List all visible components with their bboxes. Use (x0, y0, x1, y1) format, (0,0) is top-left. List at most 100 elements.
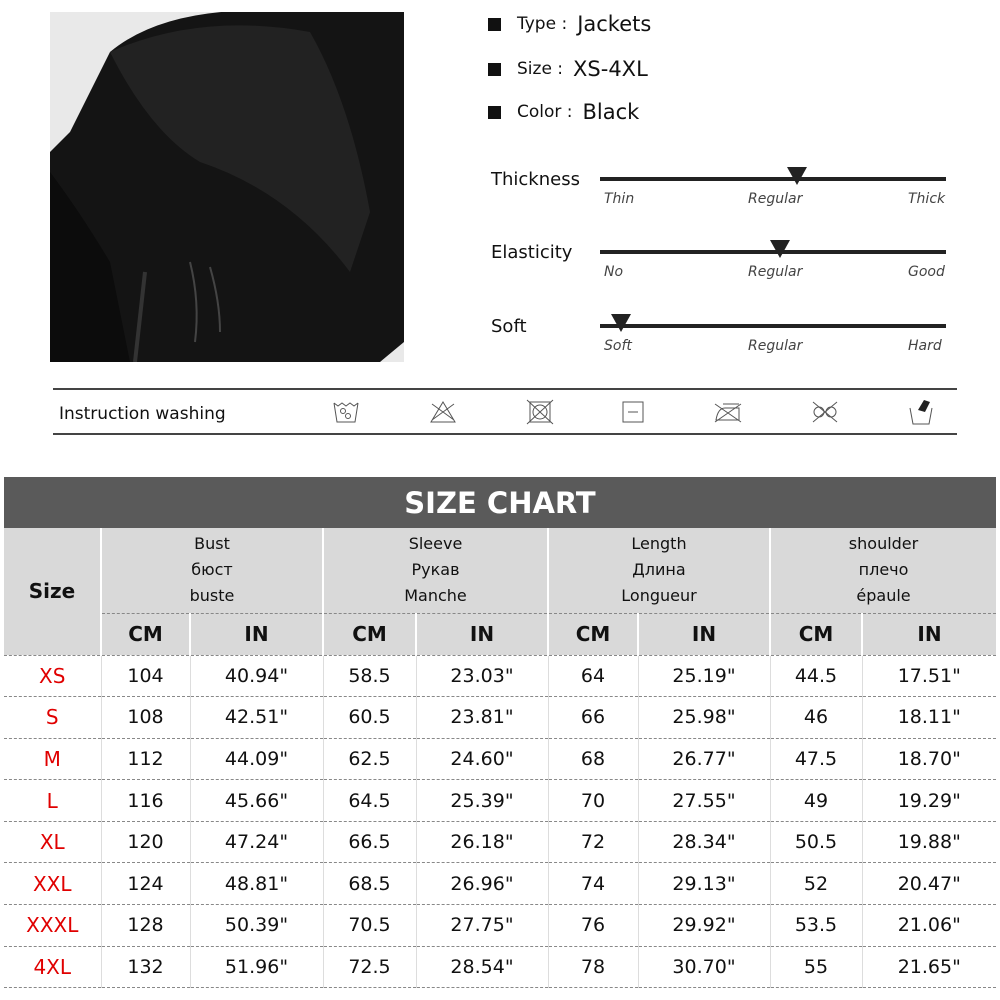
measurement-cell: 23.81" (415, 696, 548, 739)
scale-tick-min: Soft (604, 338, 632, 354)
group-header: Bust бюст buste (100, 528, 323, 614)
measurement-cell: 23.03" (415, 655, 548, 698)
table-row: 4XL 132 51.96" 72.5 28.54" 78 30.70" 55 21.65" (4, 946, 997, 989)
measurement-cell: 64.5 (322, 779, 416, 822)
measurement-cell: 20.47" (861, 862, 997, 906)
table-row: XS 104 40.94" 58.5 23.03" 64 25.19" 44.5 17.51" (4, 655, 997, 698)
measurement-cell: 66 (547, 696, 638, 739)
measurement-cell: 46 (769, 696, 862, 739)
measurement-cell: 47.5 (769, 738, 862, 781)
measurement-cell: 24.60" (415, 738, 548, 781)
measurement-cell: 48.81" (189, 862, 323, 906)
bullet-square-icon (488, 62, 501, 76)
measurement-cell: 72 (547, 821, 638, 864)
scale-marker-icon (610, 314, 631, 332)
wash-30-icon (333, 402, 359, 423)
scale-tick-max: Thick (908, 191, 946, 207)
scale-label: Elasticity (491, 242, 573, 263)
scale-tick-min: No (604, 264, 624, 280)
group-header: shoulder плечо épaule (768, 528, 997, 614)
measurement-cell: 50.5 (769, 821, 862, 864)
table-row: S 108 42.51" 60.5 23.81" 66 25.98" 46 18.11" (4, 696, 997, 739)
scale-tick-max: Hard (908, 338, 942, 354)
measurement-cell: 78 (547, 946, 638, 989)
scale-tick-mid: Regular (748, 338, 803, 354)
measurement-cell: 49 (769, 779, 862, 822)
table-row: XXL 124 48.81" 68.5 26.96" 74 29.13" 52 20.47" (4, 862, 997, 906)
size-label: XXXL (4, 904, 101, 947)
measurement-cell: 104 (100, 655, 190, 698)
measurement-cell: 19.29" (861, 779, 997, 822)
measurement-cell: 76 (547, 904, 638, 947)
size-label: XXL (4, 862, 101, 906)
measurement-cell: 132 (100, 946, 190, 989)
measurement-cell: 128 (100, 904, 190, 947)
measurement-cell: 70.5 (322, 904, 416, 947)
header-fr: buste (189, 586, 235, 606)
spec-color: Color : Black (488, 100, 639, 124)
no-tumble-dry-icon (526, 399, 554, 425)
measurement-cell: 18.70" (861, 738, 997, 781)
scale-label: Soft (491, 316, 527, 337)
no-iron-icon (714, 403, 742, 423)
table-row: XL 120 47.24" 66.5 26.18" 72 28.34" 50.5 19.88" (4, 821, 997, 864)
hand-wash-icon (909, 400, 933, 425)
scale-tick-mid: Regular (748, 264, 803, 280)
scale-marker-icon (787, 167, 808, 185)
measurement-cell: 72.5 (322, 946, 416, 989)
table-row: M 112 44.09" 62.5 24.60" 68 26.77" 47.5 18.70" (4, 738, 997, 781)
header-ru: плечо (858, 560, 909, 580)
measurement-cell: 64 (547, 655, 638, 698)
measurement-cell: 42.51" (189, 696, 323, 739)
measurement-cell: 52 (769, 862, 862, 906)
dry-flat-icon (622, 401, 644, 423)
measurement-cell: 25.98" (637, 696, 770, 739)
measurement-cell: 21.06" (861, 904, 997, 947)
no-bleach-icon (430, 401, 456, 423)
spec-type: Type : Jackets (488, 12, 651, 36)
measurement-cell: 47.24" (189, 821, 323, 864)
measurement-cell: 26.18" (415, 821, 548, 864)
size-chart-table: SIZE CHART Size Bust бюст buste Sleeve Рукав M… (4, 477, 997, 989)
measurement-cell: 25.19" (637, 655, 770, 698)
header-en: shoulder (848, 534, 919, 554)
size-label: S (4, 696, 101, 739)
bullet-square-icon (488, 17, 501, 31)
measurement-cell: 124 (100, 862, 190, 906)
washing-instructions: Instruction washing (53, 388, 957, 435)
measurement-cell: 45.66" (189, 779, 323, 822)
header-fr: Longueur (621, 586, 697, 606)
unit-header: CM (322, 613, 416, 656)
product-photo-hood (50, 12, 404, 362)
measurement-cell: 21.65" (861, 946, 997, 989)
scale-marker-icon (769, 240, 790, 258)
group-header: Length Длина Longueur (547, 528, 770, 614)
washing-label: Instruction washing (59, 404, 226, 424)
measurement-cell: 40.94" (189, 655, 323, 698)
scale-track (600, 324, 946, 328)
measurement-cell: 28.54" (415, 946, 548, 989)
measurement-cell: 29.13" (637, 862, 770, 906)
scale-tick-max: Good (908, 264, 945, 280)
size-label: L (4, 779, 101, 822)
measurement-cell: 30.70" (637, 946, 770, 989)
header-fr: épaule (856, 586, 911, 606)
measurement-cell: 25.39" (415, 779, 548, 822)
unit-header: CM (547, 613, 638, 656)
measurement-cell: 74 (547, 862, 638, 906)
header-en: Sleeve (408, 534, 463, 554)
size-label: XS (4, 655, 101, 698)
spec-size: Size : XS-4XL (488, 57, 648, 81)
header-ru: Длина (632, 560, 686, 580)
scale-tick-min: Thin (604, 191, 635, 207)
measurement-cell: 58.5 (322, 655, 416, 698)
measurement-cell: 120 (100, 821, 190, 864)
measurement-cell: 50.39" (189, 904, 323, 947)
measurement-cell: 55 (769, 946, 862, 989)
measurement-cell: 68 (547, 738, 638, 781)
measurement-cell: 17.51" (861, 655, 997, 698)
measurement-cell: 116 (100, 779, 190, 822)
group-header: Sleeve Рукав Manche (322, 528, 548, 614)
size-label: 4XL (4, 946, 101, 989)
header-fr: Manche (404, 586, 467, 606)
